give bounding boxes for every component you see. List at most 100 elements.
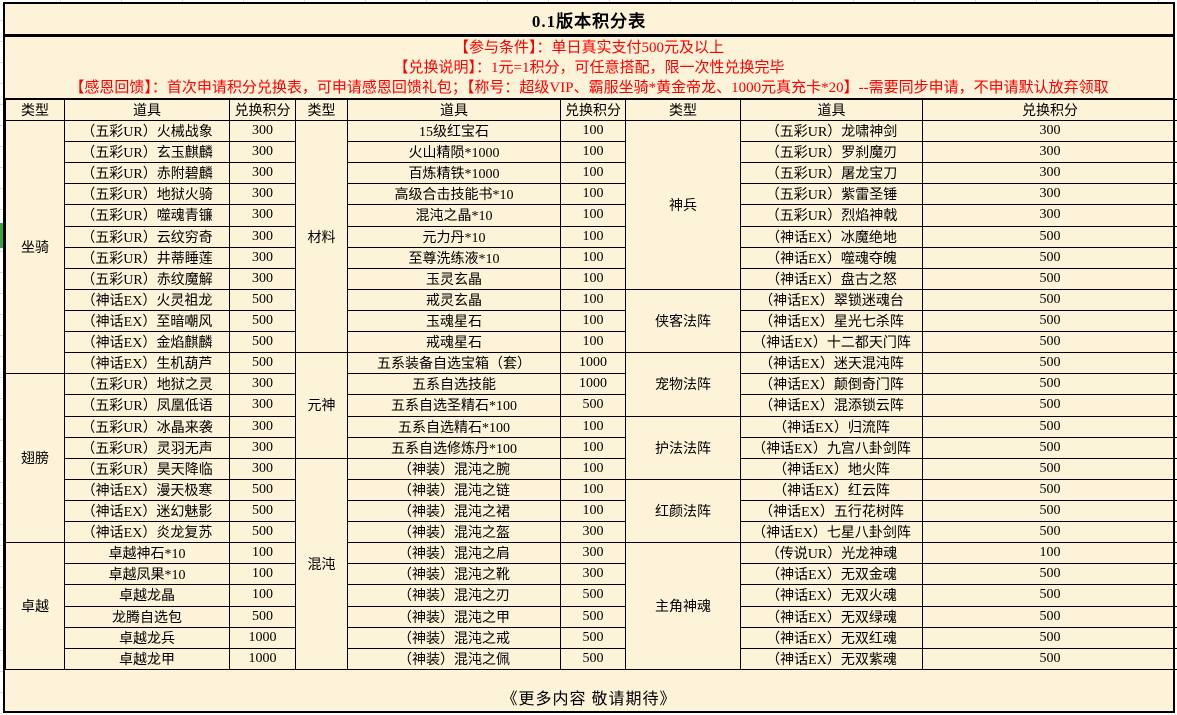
- points-exchange-sheet: 0.1版本积分表 【参与条件】：单日真实支付500元及以上 【兑换说明】：1元=…: [3, 2, 1177, 713]
- points-cell: 100: [560, 436, 626, 459]
- item-cell: （神话EX）漫天极寒: [64, 478, 230, 501]
- points-cell: 500: [922, 309, 1177, 333]
- notice-gratitude-reward: 【感恩回馈】：首次申请积分兑换表，可申请感恩回馈礼包；【称号：超级VIP、霸服坐…: [69, 79, 1109, 96]
- item-cell: （五彩UR）赤纹魔解: [64, 267, 230, 290]
- notice-block: 【参与条件】：单日真实支付500元及以上 【兑换说明】：1元=1积分，可任意搭配…: [5, 37, 1173, 99]
- points-cell: 500: [560, 605, 626, 628]
- item-cell: 卓越龙甲: [64, 647, 230, 671]
- item-cell: （神话EX）盘古之怒: [740, 267, 923, 290]
- item-cell: 五系自选圣精石*100: [347, 394, 561, 417]
- item-cell: 龙腾自选包: [64, 605, 230, 628]
- points-cell: 500: [229, 288, 296, 311]
- points-cell: 500: [922, 499, 1177, 523]
- item-cell: （神话EX）无双金魂: [740, 563, 923, 586]
- page-title: 0.1版本积分表: [5, 4, 1173, 37]
- column-header-cell: 兑换积分: [560, 99, 626, 121]
- item-cell: （神话EX）颠倒奇门阵: [740, 373, 923, 396]
- type-cell: 护法法阵: [625, 415, 741, 480]
- points-cell: 300: [229, 183, 296, 206]
- points-cell: 300: [229, 436, 296, 459]
- points-cell: 500: [922, 394, 1177, 417]
- column-header-cell: 兑换积分: [922, 99, 1177, 121]
- points-cell: 1000: [560, 352, 626, 375]
- item-cell: （五彩UR）玄玉麒麟: [64, 141, 230, 164]
- item-cell: （五彩UR）地狱火骑: [64, 183, 230, 206]
- item-cell: （神话EX）无双绿魂: [740, 605, 923, 628]
- table-row: 卓越 卓越神石*10 100 （神装）混沌之肩 300 主角神魂 （传说UR）光龙神魂 100: [5, 542, 1177, 670]
- points-cell: 500: [922, 563, 1177, 586]
- points-cell: 100: [560, 457, 626, 480]
- table-row: （五彩UR）云纹穷奇 300 元力丹*10 100 （神话EX）冰魔绝地 500: [6, 225, 1177, 248]
- points-cell: 300: [560, 542, 626, 565]
- points-cell: 100: [560, 288, 626, 311]
- item-cell: （五彩UR）井蒂睡莲: [64, 246, 230, 269]
- points-cell: 300: [229, 225, 296, 248]
- item-cell: （五彩UR）罗刹魔刃: [740, 141, 923, 164]
- points-cell: 300: [560, 521, 626, 544]
- points-cell: 100: [560, 246, 626, 269]
- points-cell: 100: [922, 542, 1177, 565]
- item-cell: （神话EX）冰魔绝地: [740, 225, 923, 248]
- points-cell: 300: [922, 204, 1177, 227]
- points-cell: 300: [922, 162, 1177, 185]
- type-cell: 坐骑: [5, 119, 65, 375]
- item-cell: （五彩UR）烈焰神戟: [740, 204, 923, 227]
- item-cell: （神话EX）无双火魂: [740, 584, 923, 607]
- points-cell: 500: [922, 521, 1177, 544]
- points-cell: 500: [922, 584, 1177, 607]
- type-cell: 混沌: [295, 457, 348, 671]
- item-cell: 元力丹*10: [347, 225, 561, 248]
- sheet-top-gutter: [0, 0, 1177, 2]
- item-cell: 火山精陨*1000: [347, 141, 561, 164]
- points-cell: 300: [229, 162, 296, 185]
- column-header-cell: 道具: [64, 99, 230, 121]
- points-cell: 500: [922, 352, 1177, 375]
- item-cell: （五彩UR）凤凰低语: [64, 394, 230, 417]
- table-row: （神话EX）迷幻魅影 500 （神装）混沌之裙 100 （神话EX）五行花树阵 500: [6, 499, 1177, 523]
- item-cell: （神话EX）混添锁云阵: [740, 394, 923, 417]
- points-cell: 500: [922, 246, 1177, 269]
- points-cell: 300: [560, 563, 626, 586]
- points-cell: 100: [560, 204, 626, 227]
- points-cell: 300: [229, 457, 296, 480]
- points-cell: 500: [560, 584, 626, 607]
- points-cell: 100: [560, 309, 626, 333]
- item-cell: 卓越神石*10: [64, 542, 230, 565]
- item-cell: （神装）混沌之佩: [347, 647, 561, 671]
- item-cell: （神装）混沌之链: [347, 478, 561, 501]
- item-cell: （神装）混沌之靴: [347, 563, 561, 586]
- type-cell: 材料: [295, 119, 348, 354]
- points-cell: 100: [560, 499, 626, 523]
- item-cell: （神装）混沌之刃: [347, 584, 561, 607]
- points-cell: 100: [560, 141, 626, 164]
- column-header-cell: 类型: [625, 99, 741, 121]
- item-cell: 戒灵玄晶: [347, 288, 561, 311]
- type-cell: 卓越: [5, 542, 65, 670]
- points-cell: 500: [922, 373, 1177, 396]
- item-cell: （神话EX）金焰麒麟: [64, 331, 230, 354]
- item-cell: （五彩UR）屠龙宝刀: [740, 162, 923, 185]
- item-cell: （五彩UR）灵羽无声: [64, 436, 230, 459]
- points-cell: 1000: [560, 373, 626, 396]
- points-cell: 500: [922, 288, 1177, 311]
- item-cell: （神话EX）翠锁迷魂台: [740, 288, 923, 311]
- points-cell: 300: [229, 246, 296, 269]
- item-cell: 至尊洗练液*10: [347, 246, 561, 269]
- item-cell: 卓越凤果*10: [64, 563, 230, 586]
- item-cell: 15级红宝石: [347, 119, 561, 143]
- item-cell: （五彩UR）噬魂青镰: [64, 204, 230, 227]
- item-cell: （神话EX）无双红魂: [740, 626, 923, 649]
- points-cell: 500: [922, 626, 1177, 649]
- column-header-cell: 道具: [347, 99, 561, 121]
- points-cell: 500: [229, 499, 296, 523]
- column-header-cell: 类型: [295, 99, 348, 121]
- item-cell: （神装）混沌之甲: [347, 605, 561, 628]
- points-cell: 500: [922, 225, 1177, 248]
- item-cell: 五系装备自选宝箱（套）: [347, 352, 561, 375]
- points-cell: 100: [560, 119, 626, 143]
- item-cell: （神话EX）炎龙复苏: [64, 521, 230, 544]
- points-cell: 100: [560, 183, 626, 206]
- points-cell: 100: [229, 563, 296, 586]
- item-cell: 高级合击技能书*10: [347, 183, 561, 206]
- item-cell: 五系自选精石*100: [347, 415, 561, 438]
